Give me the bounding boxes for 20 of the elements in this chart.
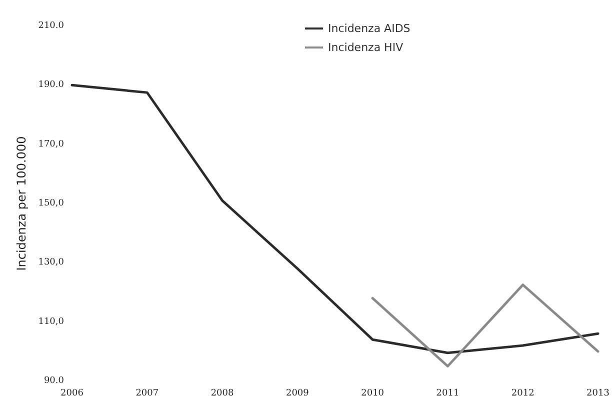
y-tick-label: 90.0: [44, 376, 64, 386]
x-tick-label: 2006: [60, 388, 84, 398]
x-tick-label: 2010: [361, 388, 384, 398]
x-tick-label: 2009: [286, 388, 310, 398]
y-axis-title: Incidenza per 100.000: [14, 136, 28, 271]
x-tick-label: 2011: [436, 388, 460, 398]
y-tick-label: 210.0: [38, 21, 64, 31]
x-tick-label: 2008: [210, 388, 234, 398]
y-tick-label: 170,0: [38, 139, 64, 150]
legend-label: Incidenza AIDS: [328, 22, 410, 35]
y-tick-label: 130,0: [38, 258, 64, 268]
legend-label: Incidenza HIV: [328, 41, 404, 54]
line-series: [70, 84, 600, 354]
y-tick-label: 150,0: [38, 198, 64, 208]
x-tick-label: 2012: [511, 388, 534, 398]
y-tick-label: 190.0: [38, 80, 64, 90]
x-tick-label: 2007: [136, 388, 159, 398]
line-series: [371, 284, 600, 368]
y-tick-label: 110,0: [38, 316, 64, 327]
x-tick-label: 2013: [586, 388, 610, 398]
